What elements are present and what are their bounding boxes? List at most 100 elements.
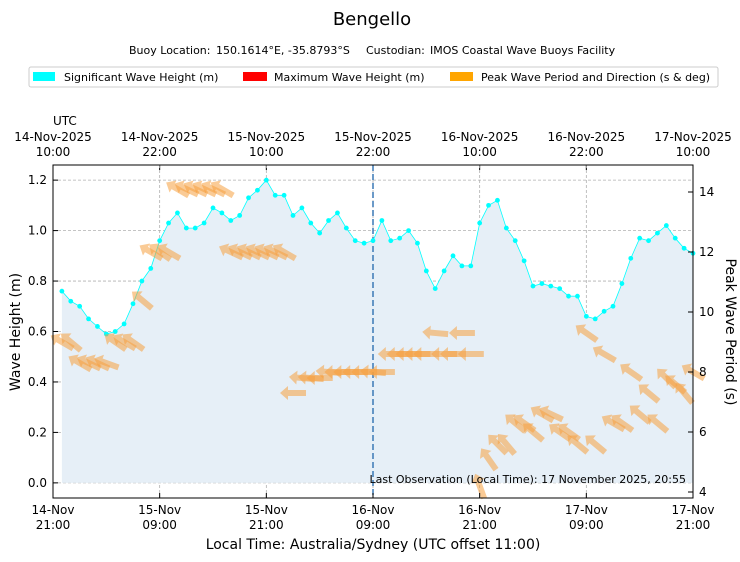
wave-height-point [468,263,474,269]
legend-swatch-hmax [243,72,267,81]
x-tick-time: 09:00 [356,518,391,532]
buoy-location-label: Buoy Location: [129,44,211,57]
wave-height-point [530,283,536,289]
wave-height-point [610,303,616,309]
peak-period-arrow [479,448,499,472]
buoy-location-value: 150.1614°E, -35.8793°S [216,44,350,57]
peak-period-arrow-shape [471,473,487,500]
custodian-value: IMOS Coastal Wave Buoys Facility [430,44,616,57]
peak-period-arrow [488,434,509,456]
wave-height-point [317,230,323,236]
peak-period-arrow [638,384,661,404]
wave-height-point [95,324,100,329]
top-tick-date: 15-Nov-2025 [228,130,306,144]
y-tick-label: 1.2 [28,173,47,187]
y2-tick-label: 6 [699,425,707,439]
wave-height-point [308,220,314,226]
wave-height-point [255,187,260,193]
peak-period-arrow-shape [368,365,395,379]
peak-period-arrow [523,423,545,443]
top-tick-time: 22:00 [356,145,391,159]
top-tick-time: 22:00 [569,145,604,159]
peak-period-arrow [681,363,706,382]
wave-height-point [246,195,251,201]
peak-period-arrow [122,333,146,352]
wave-height-point [326,218,331,223]
wave-height-point [112,329,118,334]
legend-label-hmax: Maximum Wave Height (m) [274,71,425,84]
wave-height-point [388,238,394,244]
wave-height-point [343,225,349,231]
x-tick-time: 09:00 [569,518,604,532]
x-axis-label: Local Time: Australia/Sydney (UTC offset… [206,537,541,553]
wave-height-point [663,223,669,228]
y-axis-label: Wave Height (m) [8,273,24,391]
peak-period-arrow-shape [592,345,617,364]
wave-height-point [557,286,563,292]
wave-height-point [130,301,136,307]
peak-period-arrow-shape [675,383,695,405]
wave-height-point [592,316,598,322]
peak-period-arrow [272,243,297,262]
peak-period-arrow-shape [94,354,120,371]
peak-period-arrow [94,354,120,371]
wave-height-point [201,220,207,226]
peak-period-arrow [210,180,235,199]
wave-height-point [290,213,296,218]
top-tick-date: 17-Nov-2025 [654,130,732,144]
wave-height-point [175,210,180,216]
peak-period-arrow [471,473,487,500]
wave-height-point [450,253,456,259]
wave-height-point [352,238,358,244]
peak-period-arrow [457,347,484,361]
top-tick-date: 15-Nov-2025 [334,130,412,144]
top-tick-date: 16-Nov-2025 [548,130,626,144]
peak-period-arrow-shape [448,326,475,340]
wave-height-point [219,210,225,216]
peak-period-arrow [539,405,564,423]
peak-period-arrow [629,405,652,425]
peak-period-arrow-shape [272,243,297,262]
top-tick-date: 14-Nov-2025 [121,130,199,144]
y-tick-label: 0.4 [28,375,47,389]
wave-height-point [681,245,687,251]
wave-height-point [672,235,678,241]
peak-period-arrow [611,414,635,433]
peak-period-arrow-shape [440,347,466,361]
peak-period-arrow-shape [457,347,484,361]
peak-period-arrow [368,365,395,379]
peak-period-arrow [131,291,154,311]
peak-period-arrow [497,434,517,456]
peak-period-arrow-shape [210,180,235,199]
peak-period-arrow [647,414,670,434]
wave-height-point [397,235,403,241]
peak-period-arrow [413,347,440,361]
top-tick-date: 14-Nov-2025 [14,130,92,144]
wave-height-point [406,228,411,233]
peak-period-arrow-shape [306,371,333,385]
x-tick-time: 21:00 [676,518,711,532]
wave-height-point [495,197,500,203]
legend-swatch-tp [450,72,473,81]
y2-tick-label: 4 [699,485,707,499]
y2-tick-label: 14 [699,185,714,199]
peak-period-arrow [448,326,475,340]
x-tick-date: 16-Nov [351,503,394,517]
right-axis-ticks: 4 6 8 10 12 14 [688,185,714,499]
wave-height-point [335,210,340,216]
peak-period-arrow-shape [681,363,706,382]
wave-height-point [566,293,571,299]
y2-tick-label: 12 [699,245,714,259]
wave-height-point [521,258,527,264]
x-tick-time: 09:00 [142,518,177,532]
wave-height-point [166,220,171,226]
utc-label: UTC [53,114,77,128]
top-axis-ticks: 14-Nov-202510:0014-Nov-202522:0015-Nov-2… [14,130,732,170]
peak-period-arrow [592,345,617,364]
chart-title: Bengello [333,9,411,30]
x-tick-date: 17-Nov [565,503,608,517]
wave-height-point [575,293,580,299]
top-tick-time: 10:00 [249,145,284,159]
x-tick-date: 16-Nov [458,503,501,517]
wave-height-point [210,205,216,211]
